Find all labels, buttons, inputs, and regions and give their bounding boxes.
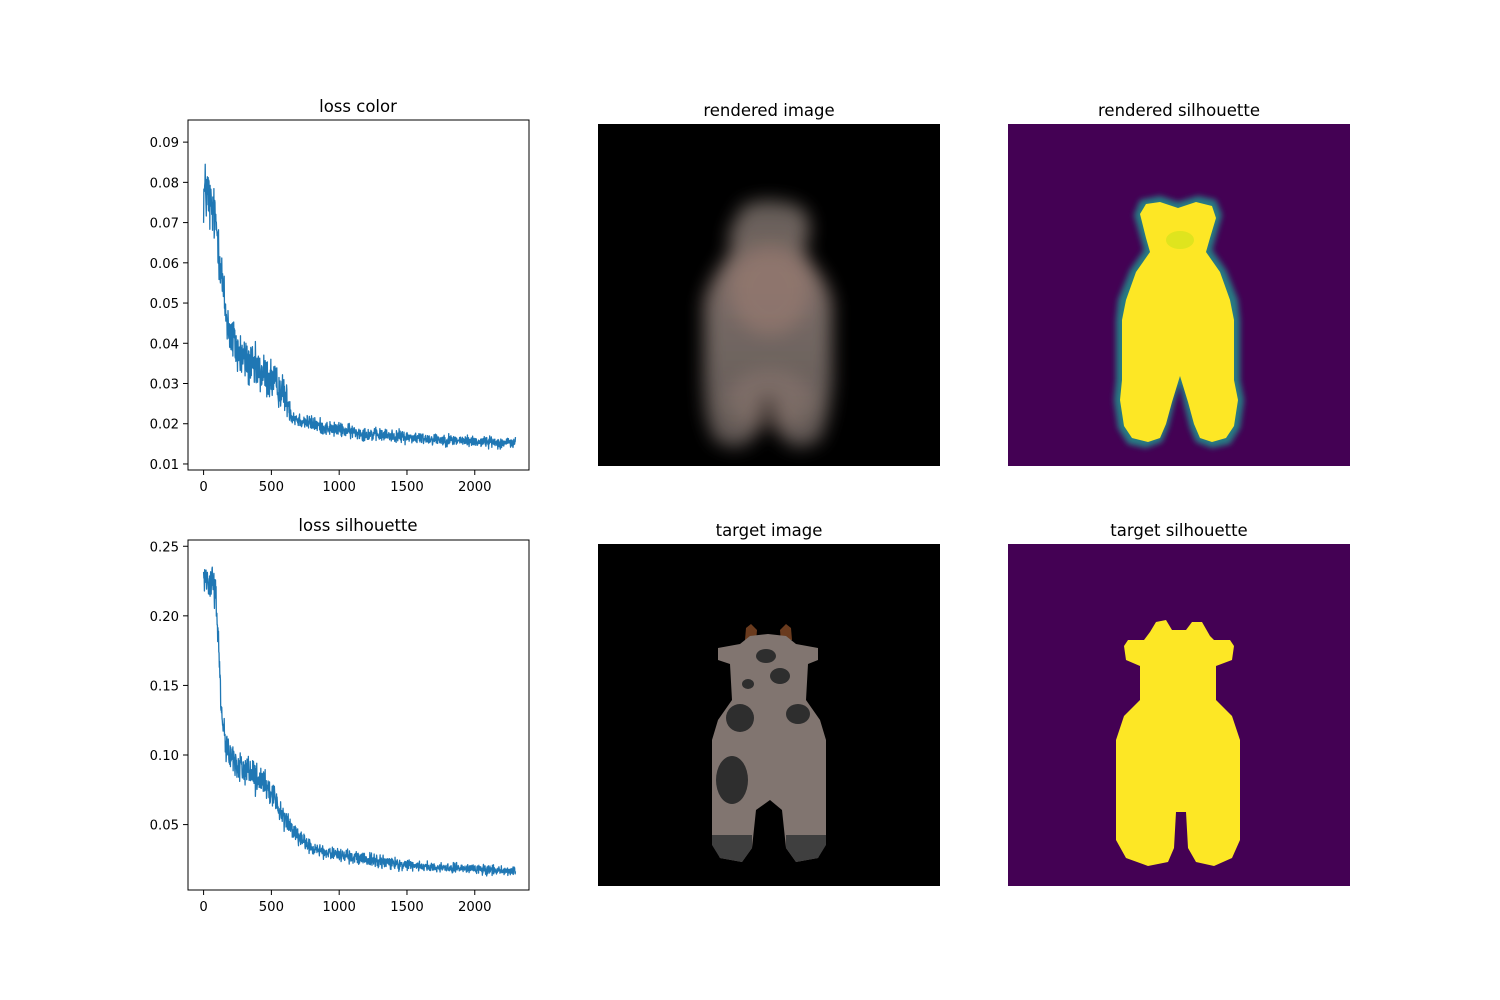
series-line [202, 163, 517, 450]
loss-silhouette-line-group [202, 566, 517, 877]
target-image-right-hoof [786, 835, 826, 862]
target-image-left-hoof [712, 835, 752, 862]
y-tick-label: 0.20 [150, 610, 179, 625]
y-tick-label: 0.02 [150, 418, 179, 433]
x-tick-label: 2000 [458, 480, 492, 495]
y-tick-label: 0.09 [150, 136, 179, 151]
loss-silhouette-chart: loss silhouette 0 500 1000 1500 2000 0.05 0.10… [150, 516, 530, 915]
loss-color-title: loss color [319, 97, 397, 116]
rendered-image-pink-tint [730, 245, 810, 335]
loss-color-axis-ticks: 0 500 1000 1500 2000 0.01 0.02 0.03 0.04 0.05 0.06… [150, 136, 492, 495]
y-tick-label: 0.08 [150, 176, 179, 191]
x-tick-label: 1500 [390, 480, 424, 495]
loss-color-chart: loss color 0 500 1000 1500 20000.010.020.030… [150, 97, 530, 495]
target-image-head-spot-left [756, 649, 776, 663]
target-image-title: target image [716, 521, 823, 540]
x-tick-label: 1000 [322, 480, 356, 495]
x-tick-label: 1500 [390, 900, 424, 915]
x-tick-label: 0 [199, 480, 207, 495]
rendered-silhouette-shape [1120, 202, 1238, 442]
y-tick-label: 0.07 [150, 217, 179, 232]
y-tick-label: 0.15 [150, 679, 179, 694]
rendered-silhouette-neck-mark [1166, 231, 1194, 249]
x-tick-label: 500 [259, 480, 284, 495]
series-line [202, 566, 517, 877]
target-image-shoulder-spot-left [726, 704, 754, 732]
target-silhouette-title: target silhouette [1110, 521, 1247, 540]
target-image-cow-body [712, 634, 826, 862]
target-image-head-spot-small [742, 679, 754, 689]
y-tick-label: 0.05 [150, 819, 179, 834]
loss-silhouette-title: loss silhouette [298, 516, 417, 535]
target-image-head-spot-right [770, 668, 790, 684]
rendered-silhouette-title: rendered silhouette [1098, 101, 1260, 120]
y-tick-label: 0.06 [150, 257, 179, 272]
rendered-silhouette-panel: rendered silhouette [1008, 101, 1350, 466]
x-tick-label: 500 [259, 900, 284, 915]
x-tick-label: 1000 [322, 900, 356, 915]
loss-color-line-group [202, 163, 517, 450]
loss-silhouette-axis-ticks: 0 500 1000 1500 2000 0.05 0.10 0.15 0.20 0.25 [150, 540, 492, 915]
target-image-shoulder-spot-right [786, 704, 810, 724]
target-image-hip-spot [716, 756, 748, 804]
y-tick-label: 0.04 [150, 337, 179, 352]
rendered-image-title: rendered image [703, 101, 834, 120]
target-silhouette-shape [1116, 620, 1240, 866]
y-tick-label: 0.01 [150, 458, 179, 473]
y-tick-label: 0.10 [150, 749, 179, 764]
rendered-image-panel: rendered image [598, 101, 940, 466]
y-tick-label: 0.03 [150, 378, 179, 393]
y-tick-label: 0.05 [150, 297, 179, 312]
rendered-image-cow [704, 200, 832, 448]
rendered-image-lower-tint [725, 370, 815, 430]
x-tick-label: 2000 [458, 900, 492, 915]
y-tick-label: 0.25 [150, 540, 179, 555]
x-tick-label: 0 [199, 900, 207, 915]
loss-color-axes-frame [187, 119, 530, 471]
loss-silhouette-axes-frame [187, 539, 530, 891]
target-silhouette-panel: target silhouette [1008, 521, 1350, 886]
target-image-panel: target image [598, 521, 940, 886]
